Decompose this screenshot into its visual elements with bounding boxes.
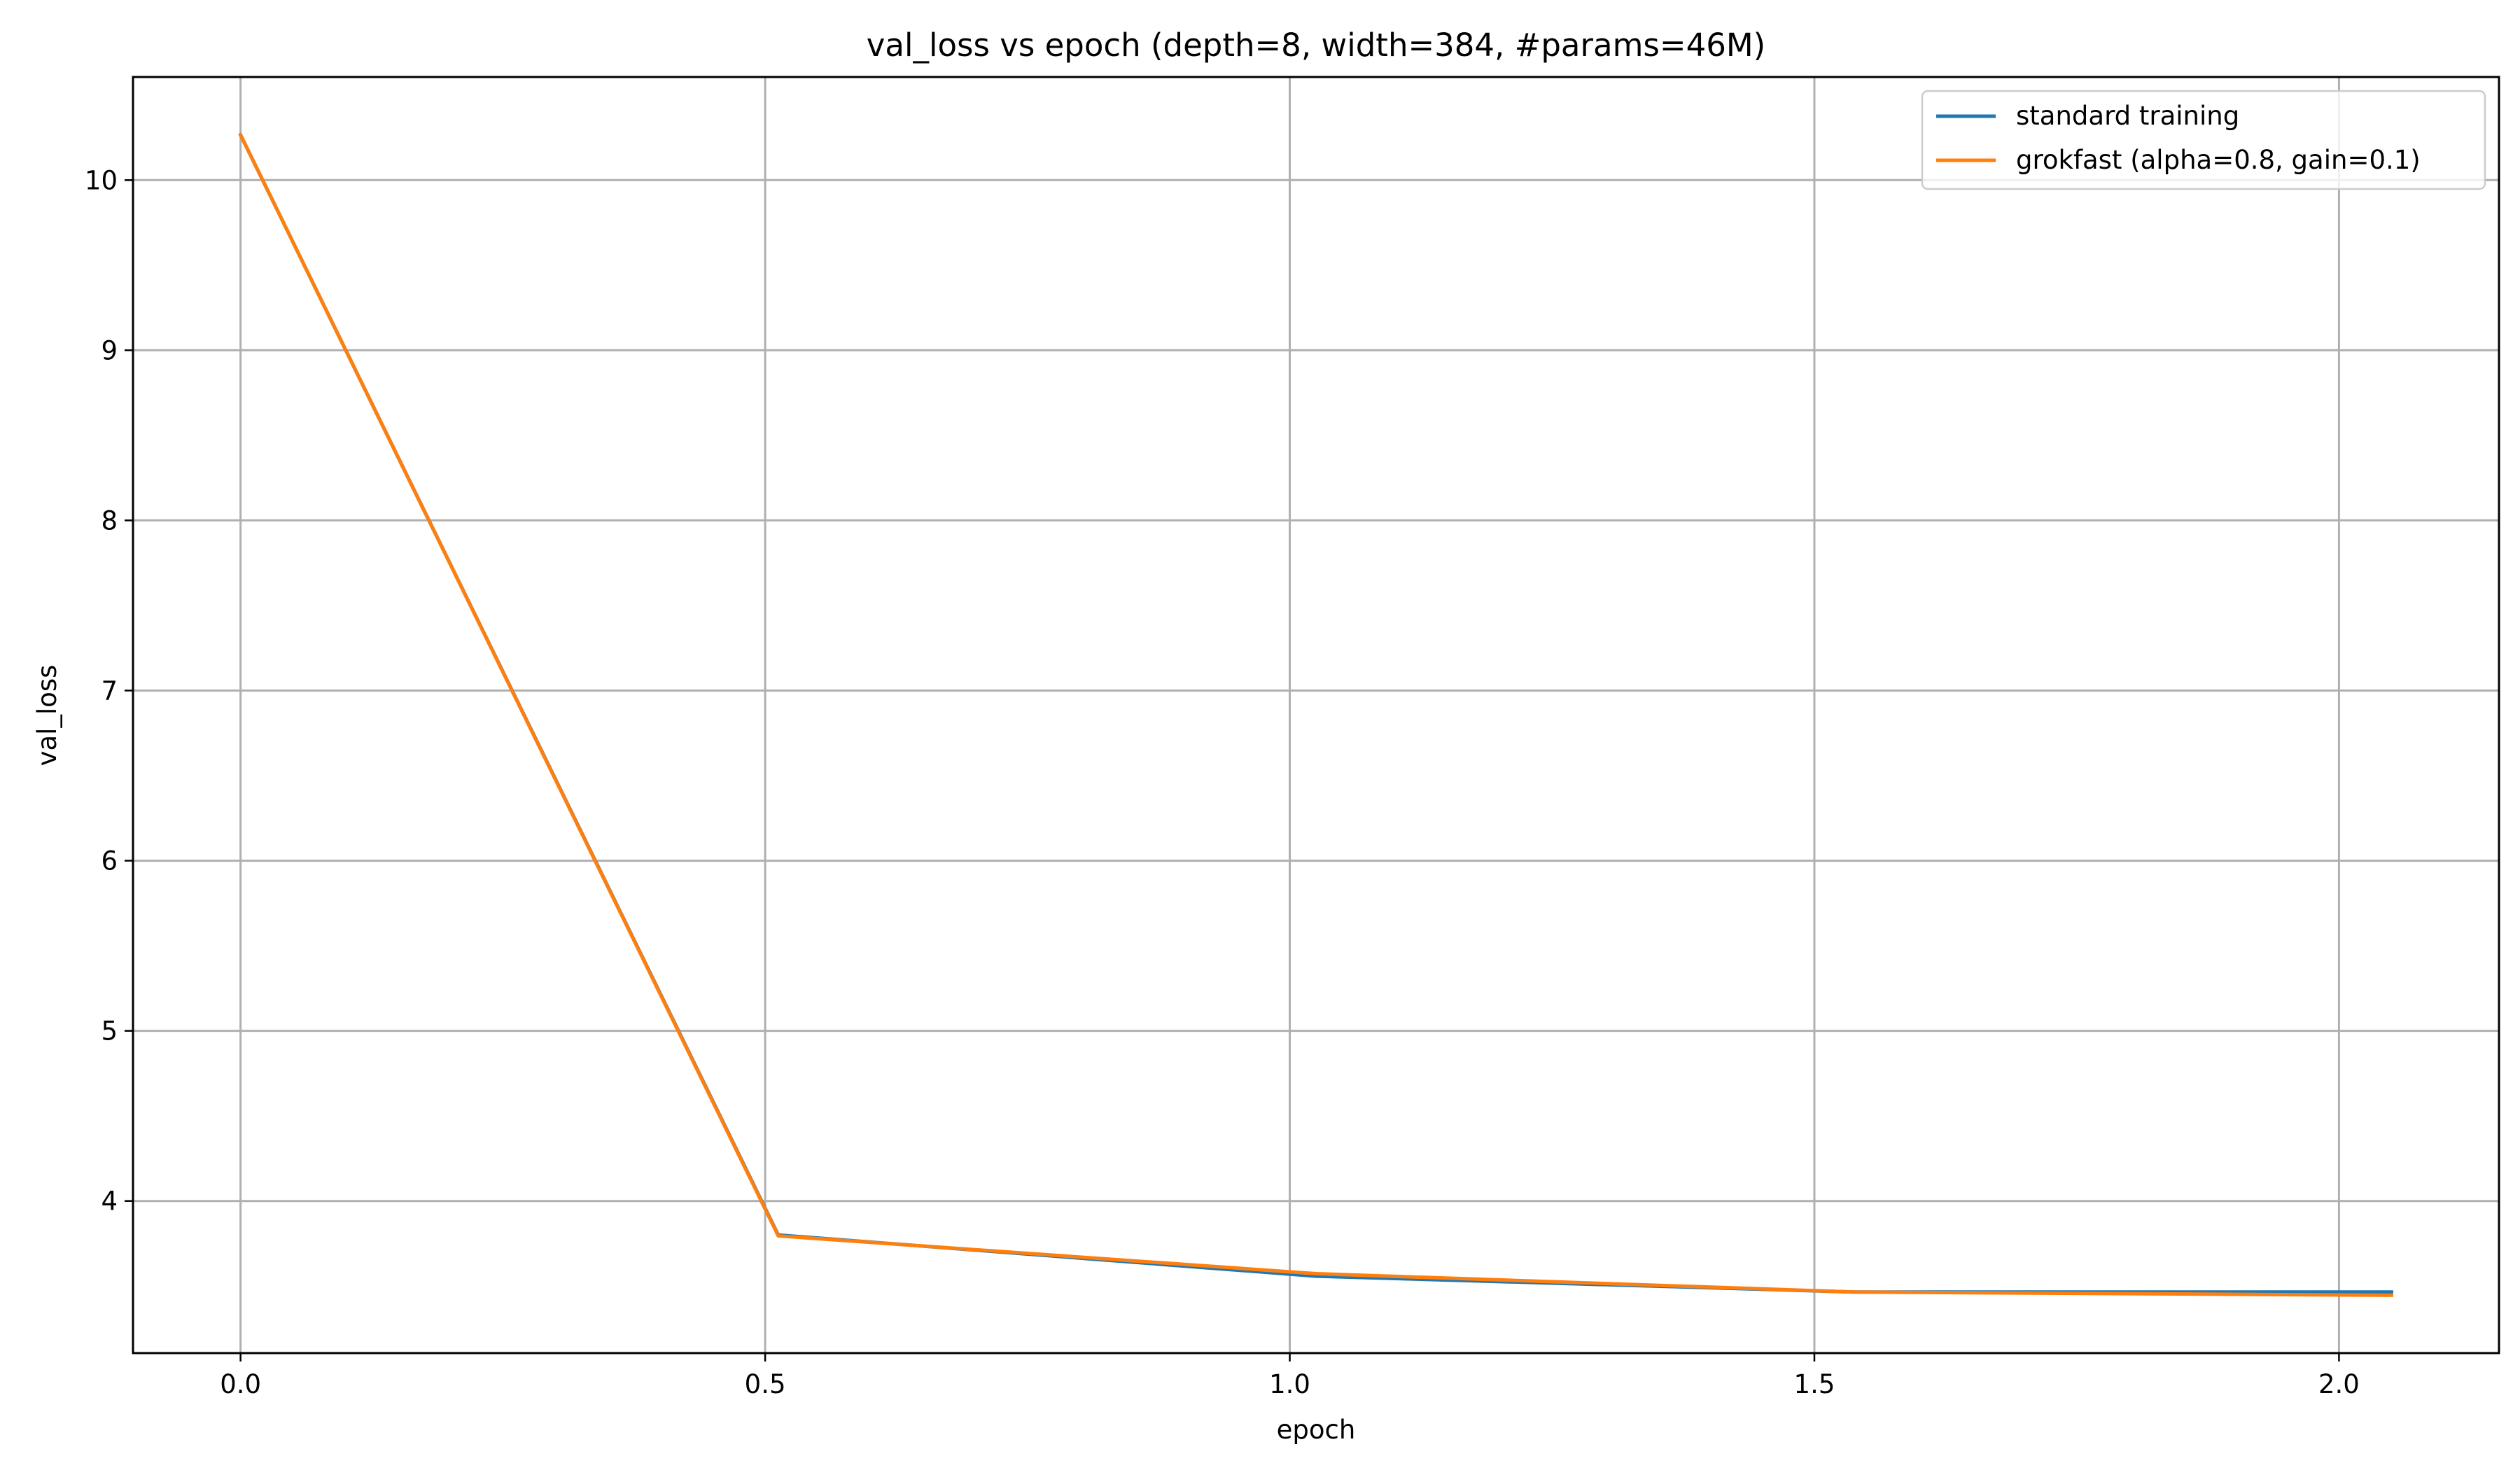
x-tick-label: 1.0 [1269,1369,1310,1399]
x-gridlines [239,77,2340,1353]
chart-title: val_loss vs epoch (depth=8, width=384, #… [867,27,1765,64]
y-tick-label: 5 [101,1016,118,1046]
plot-frame [132,76,2500,1354]
y-tick-label: 6 [101,846,118,876]
legend-frame [1921,90,2486,190]
series-line-grokfast [238,132,2393,1297]
y-tick-label: 8 [101,505,118,536]
x-tick-label: 1.5 [1794,1369,1835,1399]
y-axis-label: val_loss [32,665,62,766]
y-gridlines [133,178,2499,1203]
x-tick-label: 0.0 [220,1369,261,1399]
y-axis-ticks: 4 5 6 7 8 9 10 [85,165,133,1217]
legend-label-grokfast: grokfast (alpha=0.8, gain=0.1) [2016,145,2421,175]
plot-area-background [133,77,2499,1353]
x-tick-label: 2.0 [2318,1369,2360,1399]
x-axis-ticks: 0.0 0.5 1.0 1.5 2.0 [220,1353,2360,1399]
y-tick-label: 4 [101,1186,118,1217]
legend-label-standard-training: standard training [2016,101,2239,131]
y-tick-label: 10 [85,165,118,195]
legend: standard training grokfast (alpha=0.8, g… [1921,90,2486,190]
y-tick-label: 7 [101,676,118,706]
series-layer [238,132,2393,1297]
x-axis-label: epoch [1277,1415,1356,1445]
y-tick-label: 9 [101,335,118,365]
x-tick-label: 0.5 [745,1369,786,1399]
